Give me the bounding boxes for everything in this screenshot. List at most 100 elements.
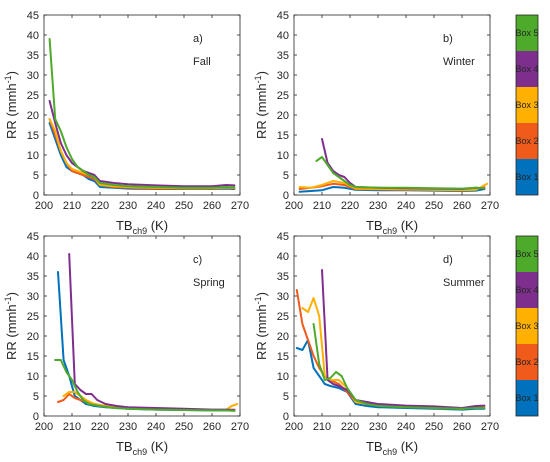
y-axis-label: RR (mmh-1) — [253, 292, 269, 360]
panel-spring: 200 210 220 230 240 250 260 270 0 5 10 15 20 25 30 35 40… — [3, 231, 249, 457]
y-tick-label: 5 — [283, 391, 289, 403]
colorbar-label: Box 2 — [515, 357, 538, 367]
y-tick-label: 10 — [27, 150, 39, 162]
series-line-box5 — [48, 38, 236, 189]
x-tick-label: 260 — [453, 200, 471, 212]
x-axis-label: TBch9 (K) — [116, 218, 168, 236]
colorbar-label: Box 2 — [515, 136, 538, 146]
panel-season: Spring — [193, 277, 225, 289]
y-tick-label: 45 — [277, 10, 289, 22]
colorbar-segment-box5 — [516, 236, 538, 272]
x-tick-label: 230 — [369, 421, 387, 433]
y-tick-label: 40 — [277, 30, 289, 42]
colorbar-segment-box4 — [516, 272, 538, 308]
x-axis-label: TBch9 (K) — [366, 439, 418, 457]
colorbar-segment-box1 — [516, 380, 538, 416]
colorbar-frame — [515, 14, 539, 196]
x-tick-label: 200 — [35, 421, 53, 433]
x-tick-label: 210 — [63, 200, 81, 212]
panel-winter: 200 210 220 230 240 250 260 270 0 5 10 15 20 25 30 35 40… — [253, 10, 499, 236]
y-tick-label: 40 — [27, 251, 39, 263]
panel-summer: 200 210 220 230 240 250 260 270 0 5 10 15 20 25 30 35 40… — [253, 231, 499, 457]
y-tick-label: 10 — [27, 371, 39, 383]
colorbar-label: Box 3 — [515, 321, 538, 331]
panel-season: Fall — [193, 56, 211, 68]
x-tick-label: 270 — [481, 421, 499, 433]
y-tick-label: 15 — [27, 351, 39, 363]
x-tick-label: 270 — [481, 200, 499, 212]
series-line-box4 — [48, 100, 236, 188]
series-line-box3 — [298, 180, 489, 192]
x-tick-label: 250 — [175, 421, 193, 433]
colorbar: Box 5 Box 4 Box 3 Box 2 Box 1 — [515, 235, 539, 417]
panel-season: Summer — [443, 277, 485, 289]
x-tick-label: 230 — [119, 421, 137, 433]
x-tick-label: 260 — [203, 421, 221, 433]
plot-frame — [43, 14, 241, 196]
colorbar: Box 5 Box 4 Box 3 Box 2 Box 1 — [515, 14, 539, 196]
x-tick-label: 220 — [91, 421, 109, 433]
x-tick-label: 260 — [453, 421, 471, 433]
x-tick-label: 230 — [369, 200, 387, 212]
y-axis-label: RR (mmh-1) — [3, 292, 19, 360]
y-tick-label: 15 — [277, 130, 289, 142]
y-tick-label: 30 — [27, 291, 39, 303]
series-line-box5 — [312, 323, 486, 410]
y-tick-label: 0 — [33, 190, 39, 202]
y-tick-label: 30 — [277, 291, 289, 303]
plot-frame — [293, 14, 491, 196]
series-line-box2 — [295, 289, 486, 410]
y-tick-label: 5 — [283, 170, 289, 182]
y-tick-label: 20 — [277, 110, 289, 122]
y-tick-label: 15 — [27, 130, 39, 142]
x-tick-label: 240 — [397, 200, 415, 212]
x-tick-label: 250 — [175, 200, 193, 212]
y-tick-label: 0 — [283, 190, 289, 202]
series-line-box1 — [48, 122, 236, 190]
x-tick-label: 250 — [425, 200, 443, 212]
y-tick-label: 35 — [27, 271, 39, 283]
colorbar-label: Box 5 — [515, 249, 538, 259]
y-tick-label: 25 — [27, 311, 39, 323]
y-tick-label: 45 — [27, 10, 39, 22]
x-axis-label: TBch9 (K) — [116, 439, 168, 457]
y-tick-label: 0 — [283, 411, 289, 423]
x-tick-label: 230 — [119, 200, 137, 212]
series-line-box5 — [315, 156, 486, 190]
colorbar-frame — [515, 235, 539, 417]
plot-frame — [43, 235, 241, 417]
series-line-box2 — [48, 118, 236, 190]
x-tick-label: 240 — [147, 200, 165, 212]
x-axis-label: TBch9 (K) — [366, 218, 418, 236]
x-tick-label: 210 — [63, 421, 81, 433]
colorbar-label: Box 3 — [515, 100, 538, 110]
y-tick-label: 20 — [277, 331, 289, 343]
y-tick-label: 0 — [33, 411, 39, 423]
x-tick-label: 260 — [203, 200, 221, 212]
x-tick-label: 210 — [313, 200, 331, 212]
y-tick-label: 40 — [27, 30, 39, 42]
y-tick-label: 30 — [27, 70, 39, 82]
x-tick-label: 200 — [285, 421, 303, 433]
series-line-box3 — [301, 297, 486, 410]
x-tick-label: 240 — [147, 421, 165, 433]
y-tick-label: 30 — [277, 70, 289, 82]
y-tick-label: 45 — [27, 231, 39, 243]
y-tick-label: 35 — [27, 50, 39, 62]
colorbar-label: Box 4 — [515, 64, 538, 74]
panel-letter: c) — [193, 254, 202, 266]
colorbar-segment-box2 — [516, 344, 538, 380]
colorbar-label: Box 4 — [515, 285, 538, 295]
colorbar-segment-box5 — [516, 15, 538, 51]
colorbar-segment-box3 — [516, 308, 538, 344]
plot-frame — [293, 235, 491, 417]
panel-letter: d) — [443, 254, 453, 266]
x-tick-label: 220 — [91, 200, 109, 212]
colorbar-label: Box 5 — [515, 28, 538, 38]
panel-season: Winter — [443, 56, 475, 68]
x-tick-label: 270 — [231, 421, 249, 433]
y-tick-label: 35 — [277, 271, 289, 283]
panel-fall: 200 210 220 230 240 250 260 270 0 5 10 15 20 25 30 35 40… — [3, 10, 249, 236]
y-tick-label: 5 — [33, 391, 39, 403]
